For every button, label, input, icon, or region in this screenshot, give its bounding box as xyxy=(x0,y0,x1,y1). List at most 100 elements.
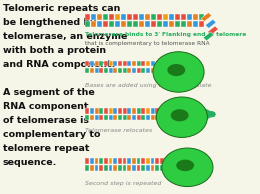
Bar xyxy=(127,115,131,120)
Bar xyxy=(151,165,154,171)
Bar xyxy=(169,165,173,171)
Bar xyxy=(175,14,180,20)
Bar xyxy=(151,21,156,27)
Bar xyxy=(99,68,103,73)
Bar xyxy=(165,108,169,113)
Bar xyxy=(95,108,99,113)
Text: Second step is repeated: Second step is repeated xyxy=(85,181,161,186)
Bar xyxy=(91,21,96,27)
Bar xyxy=(141,61,145,66)
Ellipse shape xyxy=(171,109,188,121)
Bar xyxy=(85,158,89,164)
Bar xyxy=(187,21,192,27)
Bar xyxy=(136,165,140,171)
Bar xyxy=(85,115,89,120)
Bar xyxy=(85,61,89,66)
Text: with both a protein: with both a protein xyxy=(3,46,106,55)
Bar xyxy=(132,115,136,120)
Bar xyxy=(136,158,140,164)
Bar xyxy=(141,68,145,73)
Bar xyxy=(118,165,122,171)
Bar xyxy=(137,115,141,120)
Bar xyxy=(104,108,108,113)
Bar xyxy=(199,14,204,20)
Text: telomere repeat: telomere repeat xyxy=(3,144,89,153)
Bar xyxy=(151,108,155,113)
Bar xyxy=(175,21,180,27)
Bar xyxy=(133,14,138,20)
Bar xyxy=(141,165,145,171)
Ellipse shape xyxy=(167,64,185,76)
Bar xyxy=(165,165,168,171)
Text: A segment of the: A segment of the xyxy=(3,88,95,97)
Bar xyxy=(155,158,159,164)
Ellipse shape xyxy=(162,148,213,187)
Bar xyxy=(103,21,108,27)
Bar xyxy=(155,68,160,73)
Bar xyxy=(146,61,150,66)
Bar xyxy=(109,14,114,20)
Bar xyxy=(90,165,94,171)
Bar xyxy=(118,108,122,113)
Bar xyxy=(90,68,94,73)
Bar xyxy=(97,14,102,20)
Bar xyxy=(113,61,117,66)
Bar xyxy=(127,68,131,73)
Bar xyxy=(132,108,136,113)
Bar xyxy=(115,14,120,20)
Text: Bases are added using RNA as template: Bases are added using RNA as template xyxy=(85,83,212,87)
Bar xyxy=(121,14,126,20)
Text: of telomerase is: of telomerase is xyxy=(3,116,89,125)
Bar xyxy=(109,21,114,27)
Bar xyxy=(141,115,145,120)
Bar xyxy=(132,158,136,164)
Bar xyxy=(94,165,99,171)
Bar xyxy=(99,61,103,66)
Bar xyxy=(118,68,122,73)
Bar xyxy=(104,115,108,120)
Text: be lengthened by: be lengthened by xyxy=(3,18,96,27)
Bar xyxy=(160,61,164,66)
Bar xyxy=(170,108,173,113)
Bar xyxy=(85,21,90,27)
Bar xyxy=(85,14,90,20)
Bar xyxy=(146,165,150,171)
Bar xyxy=(169,14,174,20)
Bar xyxy=(155,61,160,66)
Bar xyxy=(193,21,198,27)
Bar xyxy=(141,108,145,113)
Bar xyxy=(165,158,168,164)
Bar xyxy=(165,61,169,66)
Bar xyxy=(145,14,150,20)
Bar xyxy=(94,158,99,164)
Text: and RNA component.: and RNA component. xyxy=(3,60,115,69)
Bar xyxy=(90,158,94,164)
Bar xyxy=(104,68,108,73)
Bar xyxy=(155,165,159,171)
Bar xyxy=(123,68,127,73)
Bar xyxy=(165,115,169,120)
Bar xyxy=(113,108,117,113)
Bar xyxy=(95,115,99,120)
Bar xyxy=(104,61,108,66)
Bar xyxy=(160,115,164,120)
Bar xyxy=(169,158,173,164)
Bar xyxy=(123,108,127,113)
Bar xyxy=(160,158,164,164)
Bar xyxy=(97,21,102,27)
Bar xyxy=(151,158,154,164)
Bar xyxy=(121,21,126,27)
Bar xyxy=(118,158,122,164)
Bar xyxy=(104,165,108,171)
Text: telomerase, an enzyme: telomerase, an enzyme xyxy=(3,32,127,41)
Text: sequence.: sequence. xyxy=(3,158,57,167)
Bar xyxy=(127,61,131,66)
Bar xyxy=(90,61,94,66)
Bar xyxy=(139,21,144,27)
Text: Telomeric repeats can: Telomeric repeats can xyxy=(3,3,120,13)
Bar xyxy=(104,158,108,164)
Bar xyxy=(132,61,136,66)
Bar xyxy=(139,14,144,20)
Bar xyxy=(157,14,162,20)
Bar xyxy=(141,158,145,164)
